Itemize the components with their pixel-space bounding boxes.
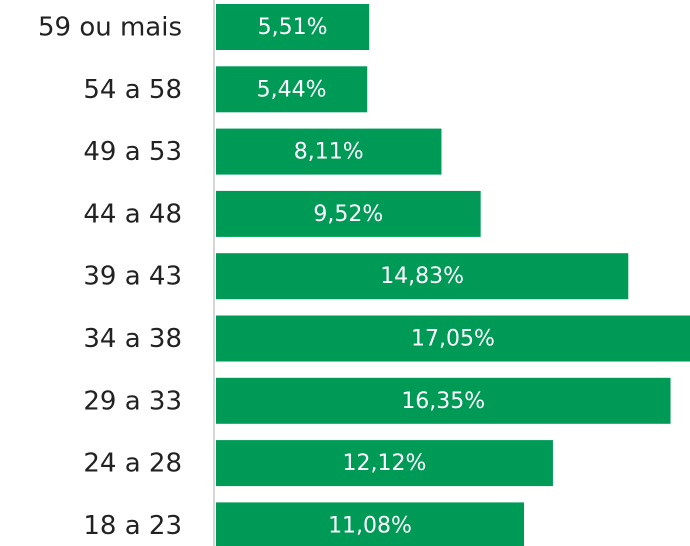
- value-label: 5,44%: [257, 77, 327, 102]
- category-label: 44 a 48: [83, 199, 182, 229]
- bar: [216, 66, 368, 113]
- bar: [216, 4, 370, 50]
- category-label: 29 a 33: [83, 386, 182, 416]
- category-label: 24 a 28: [83, 449, 182, 479]
- bar: [216, 128, 442, 175]
- category-label: 49 a 53: [83, 137, 182, 167]
- category-label: 59 ou mais: [38, 13, 182, 43]
- bar: [216, 502, 525, 546]
- bar: [216, 190, 481, 237]
- value-label: 11,08%: [328, 513, 412, 538]
- value-label: 5,51%: [258, 15, 328, 40]
- value-label: 8,11%: [294, 140, 364, 165]
- value-label: 16,35%: [401, 389, 485, 414]
- bar: [216, 377, 671, 424]
- bar: [216, 440, 553, 487]
- category-label: 54 a 58: [83, 75, 182, 105]
- bar: [216, 315, 690, 362]
- value-label: 14,83%: [380, 264, 464, 289]
- category-label: 34 a 38: [83, 324, 182, 354]
- category-label: 18 a 23: [83, 511, 182, 541]
- value-label: 17,05%: [411, 327, 495, 352]
- value-label: 9,52%: [313, 202, 383, 227]
- value-label: 12,12%: [343, 451, 427, 476]
- bar: [216, 253, 629, 300]
- category-label: 39 a 43: [83, 262, 182, 292]
